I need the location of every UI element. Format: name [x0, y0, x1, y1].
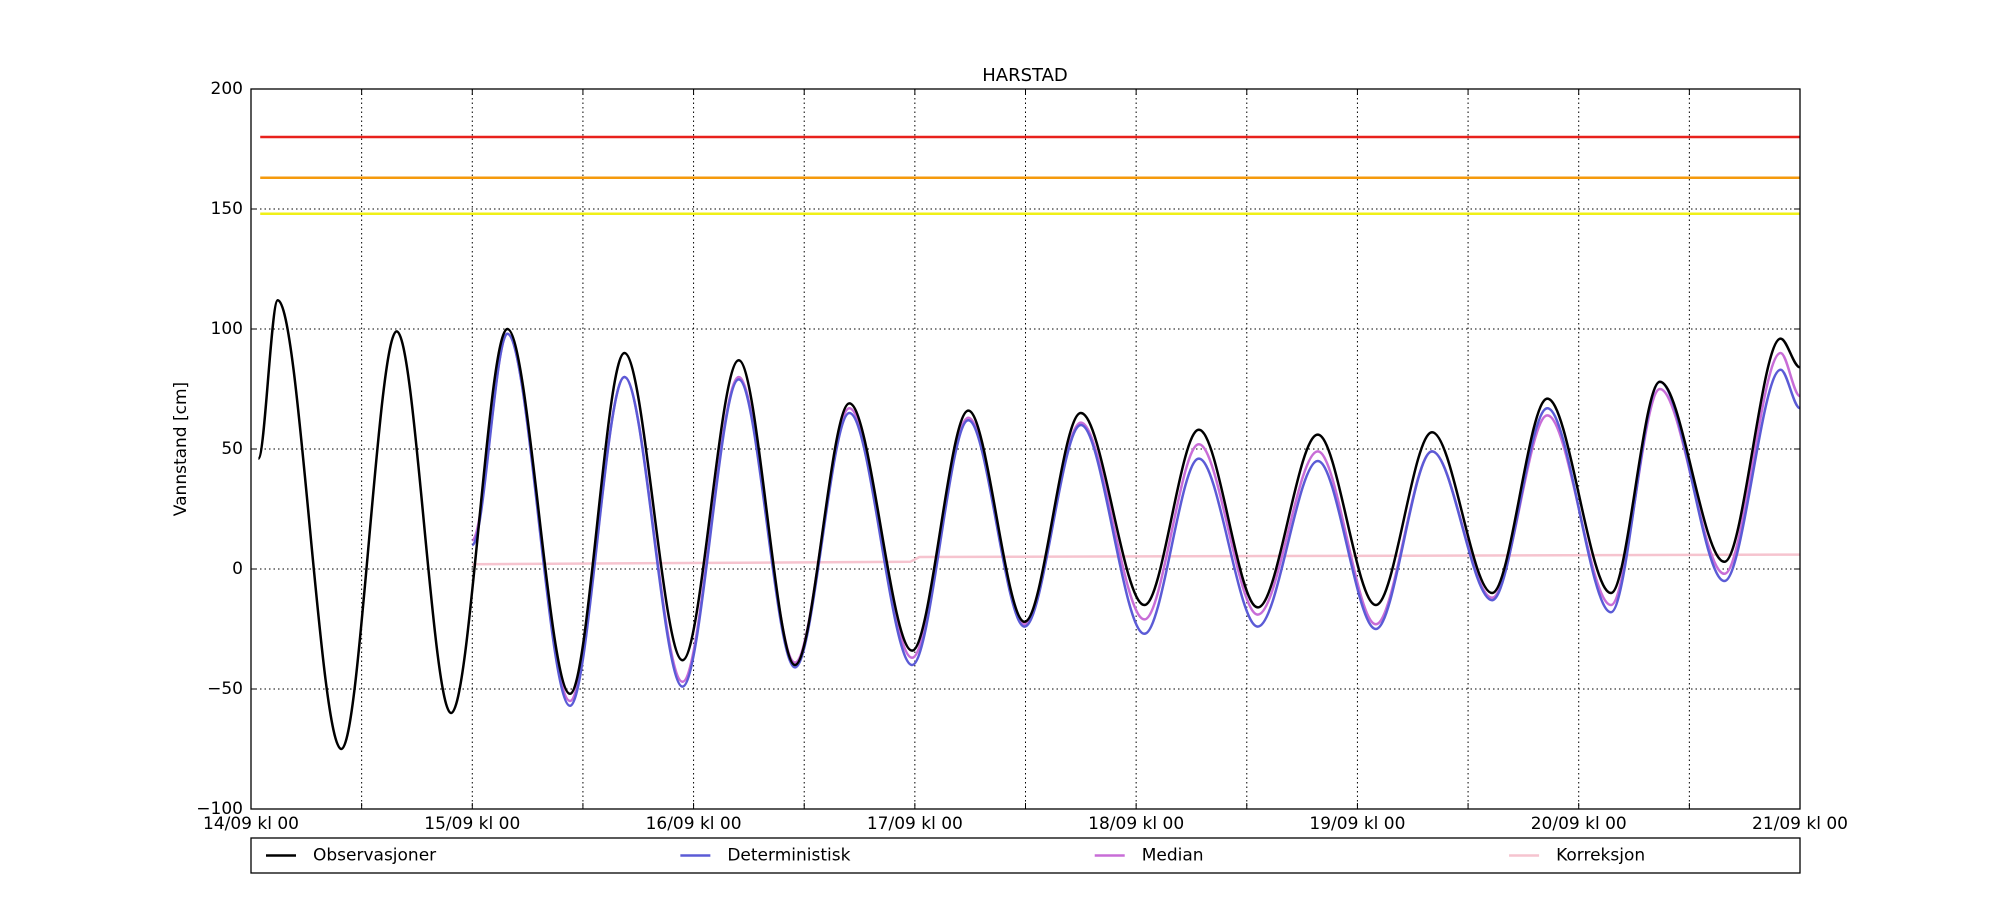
series-line — [472, 553, 1801, 566]
x-tick-label: 17/09 kl 00 — [867, 814, 963, 834]
series-line — [257, 298, 1801, 751]
x-tick-label: 14/09 kl 00 — [203, 814, 299, 834]
x-tick-label: 16/09 kl 00 — [646, 814, 742, 834]
y-tick-label: 100 — [211, 319, 243, 339]
plot-frame — [250, 88, 1801, 810]
legend-label: Median — [1142, 846, 1204, 866]
y-tick-label: 150 — [211, 199, 243, 219]
legend-label: Observasjoner — [313, 846, 436, 866]
x-tick-label: 18/09 kl 00 — [1088, 814, 1184, 834]
chart-title: HARSTAD — [982, 65, 1068, 86]
y-tick-label: 200 — [211, 79, 243, 99]
y-tick-label: 50 — [221, 439, 243, 459]
legend-box — [250, 837, 1801, 874]
y-tick-label: −100 — [196, 799, 243, 819]
legend-label: Deterministisk — [727, 846, 850, 866]
y-tick-label: −50 — [207, 679, 243, 699]
x-tick-label: 20/09 kl 00 — [1531, 814, 1627, 834]
x-tick-label: 21/09 kl 00 — [1752, 814, 1848, 834]
x-tick-label: 15/09 kl 00 — [424, 814, 520, 834]
x-tick-label: 19/09 kl 00 — [1309, 814, 1405, 834]
y-axis-label: Vannstand [cm] — [171, 382, 191, 516]
legend-label: Korreksjon — [1556, 846, 1645, 866]
y-tick-label: 0 — [232, 559, 243, 579]
series-line — [471, 332, 1801, 708]
